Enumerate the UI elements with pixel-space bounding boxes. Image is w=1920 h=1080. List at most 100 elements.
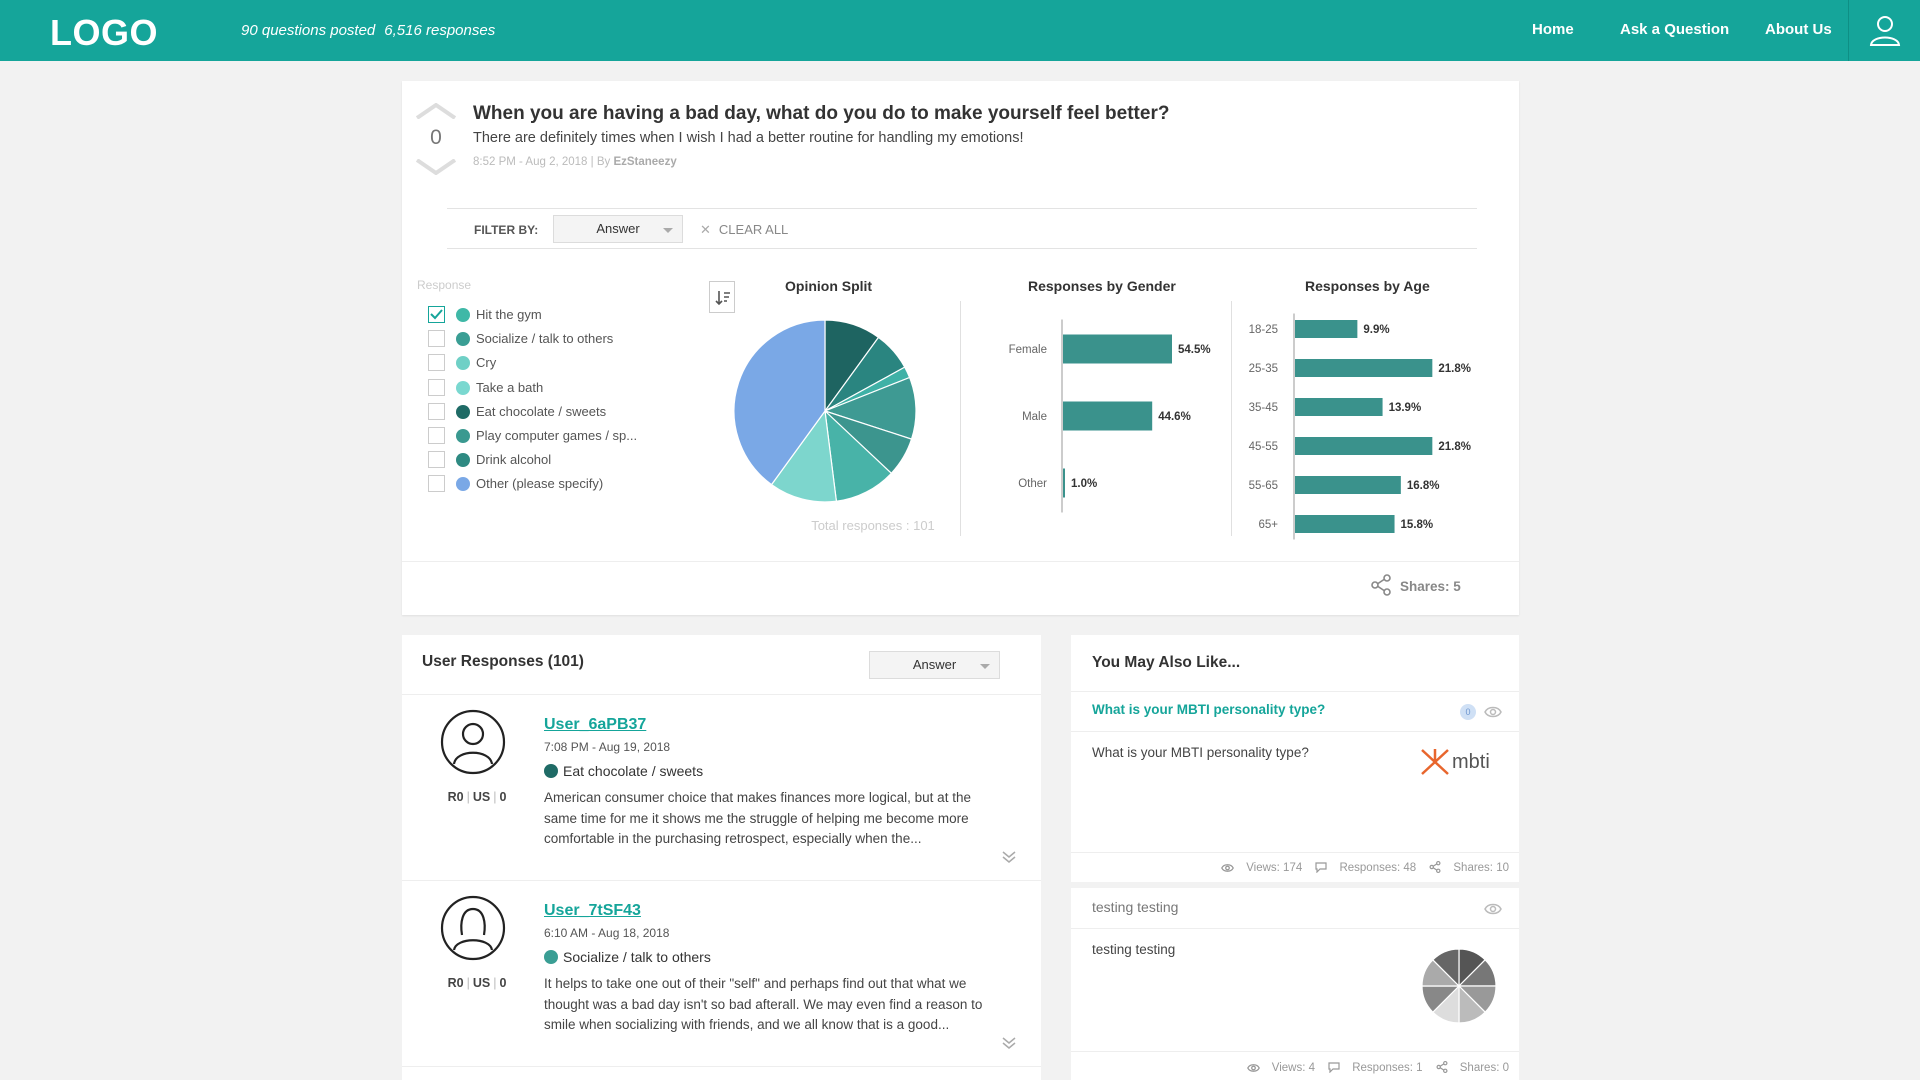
data-label: 44.6%: [1158, 411, 1191, 423]
pie-slice-6[interactable]: [770, 409, 838, 503]
opinion-split-pie-chart: [733, 319, 917, 503]
filter-dropdown-value: Answer: [596, 221, 640, 236]
pie-slice-7[interactable]: [733, 319, 826, 486]
thumbnail-pie-chart: [1421, 948, 1497, 1024]
user-account-button[interactable]: [1848, 0, 1920, 61]
upvote-icon[interactable]: [416, 103, 456, 119]
chart-divider: [1231, 301, 1232, 536]
response-text: It helps to take one out of their "self"…: [544, 976, 983, 1032]
filter-label: FILTER BY:: [474, 223, 539, 237]
gender-bar-chart: Female 54.5% Male 44.6% Other 1.0%: [1009, 319, 1211, 513]
response-timestamp: 7:08 PM - Aug 19, 2018: [544, 740, 671, 754]
suggested-question-link[interactable]: What is your MBTI personality type?: [1092, 702, 1326, 717]
data-label: 21.8%: [1438, 441, 1471, 453]
bar[interactable]: [1295, 476, 1401, 494]
responses-dropdown-value: Answer: [912, 657, 957, 672]
shares-stat: Shares: 0: [1436, 1060, 1509, 1074]
legend-color-dot: [456, 453, 470, 468]
responses-filter-dropdown[interactable]: Answer: [869, 651, 1000, 679]
share-icon: [1371, 574, 1391, 596]
chevron-down-icon: [663, 228, 673, 233]
legend-item[interactable]: Socialize / talk to others: [428, 329, 658, 348]
legend-label: Other (please specify): [476, 476, 604, 492]
data-label: 9.9%: [1363, 324, 1389, 336]
legend-item[interactable]: Drink alcohol: [428, 450, 658, 469]
user-responses-title: User Responses (101): [422, 653, 584, 670]
checkbox[interactable]: [428, 354, 445, 372]
bar[interactable]: [1295, 515, 1395, 533]
legend-label: Eat chocolate / sweets: [476, 403, 607, 419]
responses-count: 6,516 responses: [384, 22, 496, 39]
bar[interactable]: [1295, 437, 1433, 455]
bar[interactable]: [1063, 401, 1153, 431]
legend-item[interactable]: Eat chocolate / sweets: [428, 402, 658, 420]
suggested-question-title[interactable]: testing testing: [1092, 899, 1179, 915]
legend-item[interactable]: Hit the gym: [428, 305, 658, 323]
you-may-also-like-panel: You May Also Like... What is your MBTI p…: [1071, 635, 1519, 1080]
eye-icon[interactable]: [1484, 705, 1502, 719]
legend-item[interactable]: Play computer games / sp...: [428, 426, 658, 444]
nav-ask-question-link[interactable]: Ask a Question: [1620, 21, 1730, 38]
checkmark-icon: [430, 309, 443, 320]
nav-home-link[interactable]: Home: [1532, 21, 1574, 38]
response-timestamp: 6:10 AM - Aug 18, 2018: [544, 926, 670, 940]
pie-slice-7[interactable]: [1431, 948, 1460, 988]
clear-all-button[interactable]: ✕ CLEAR ALL: [700, 222, 788, 238]
share-icon: [1429, 860, 1441, 874]
category-label: 25-35: [1249, 363, 1278, 375]
questions-posted-count: 90 questions posted: [241, 22, 376, 39]
user-stats: R0 | US | 0: [447, 976, 507, 990]
bar[interactable]: [1063, 468, 1065, 498]
bar[interactable]: [1063, 334, 1172, 364]
chevron-down-icon: [980, 664, 990, 669]
shares-stat: Shares: 10: [1429, 860, 1509, 874]
suggested-question-description: What is your MBTI personality type?: [1092, 745, 1309, 760]
checkbox[interactable]: [428, 475, 445, 493]
chevron-down-icon[interactable]: [1002, 850, 1016, 864]
share-count: Shares: 5: [1400, 579, 1461, 594]
checkbox[interactable]: [428, 330, 445, 348]
checkbox[interactable]: [428, 378, 445, 396]
category-label: 35-45: [1249, 402, 1278, 414]
data-label: 16.8%: [1407, 480, 1440, 492]
checkbox[interactable]: [428, 451, 445, 469]
vote-widget: 0: [416, 103, 456, 175]
username-link[interactable]: User_7tSF43: [544, 902, 641, 919]
response-item: R0 | US | 0 User_6aPB37 7:08 PM - Aug 19, 20…: [402, 695, 1041, 881]
age-bar-chart: 18-25 9.9% 25-35 21.8% 35-45 13.9% 45-55 21.8% 5…: [1249, 313, 1471, 540]
legend-item[interactable]: Other (please specify): [428, 474, 658, 493]
gender-chart-title: Responses by Gender: [1028, 278, 1176, 294]
sort-button[interactable]: [709, 281, 735, 313]
legend-item[interactable]: Take a bath: [428, 378, 658, 396]
username-link[interactable]: User_6aPB37: [544, 716, 647, 733]
bar[interactable]: [1295, 359, 1433, 377]
checkbox[interactable]: [428, 427, 445, 444]
chart-divider: [960, 301, 961, 536]
legend-color-dot: [456, 380, 470, 395]
mbti-star-icon: [1421, 749, 1449, 775]
checkbox[interactable]: [428, 402, 445, 420]
site-logo[interactable]: LOGO: [50, 12, 158, 53]
eye-icon: [1221, 864, 1235, 872]
nav-about-us-link[interactable]: About Us: [1765, 21, 1832, 38]
share-button[interactable]: Shares: 5: [1371, 574, 1461, 596]
question-author[interactable]: EzStaneezy: [613, 156, 677, 168]
vote-count: 0: [430, 126, 442, 149]
data-label: 1.0%: [1071, 478, 1097, 490]
eye-icon[interactable]: [1484, 902, 1502, 916]
bar[interactable]: [1295, 320, 1358, 338]
filter-answer-dropdown[interactable]: Answer: [553, 215, 683, 243]
responses-stat: Responses: 1: [1328, 1062, 1423, 1074]
bar[interactable]: [1295, 398, 1383, 416]
checkbox[interactable]: [428, 306, 445, 323]
chevron-down-icon[interactable]: [1002, 1036, 1016, 1050]
close-icon: ✕: [700, 222, 711, 237]
responses-stat: Responses: 48: [1315, 862, 1416, 874]
legend-item[interactable]: Cry: [428, 353, 658, 372]
user-icon: [1869, 16, 1901, 46]
downvote-icon[interactable]: [416, 159, 456, 175]
response-answer: Eat chocolate / sweets: [544, 763, 703, 779]
legend-label: Drink alcohol: [476, 452, 552, 468]
views-stat: Views: 4: [1246, 1062, 1315, 1074]
suggested-question-stats: Views: 174 Responses: 48 Shares: 10: [1211, 860, 1509, 874]
